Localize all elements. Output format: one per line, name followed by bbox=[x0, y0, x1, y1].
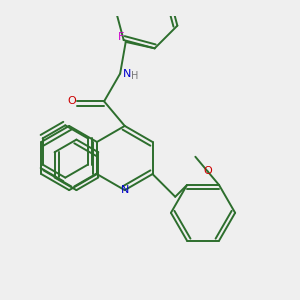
Text: H: H bbox=[130, 71, 138, 81]
Text: N: N bbox=[121, 185, 129, 195]
Text: N: N bbox=[122, 68, 131, 79]
Text: O: O bbox=[67, 96, 76, 106]
Text: F: F bbox=[118, 32, 124, 42]
Text: O: O bbox=[203, 167, 212, 176]
